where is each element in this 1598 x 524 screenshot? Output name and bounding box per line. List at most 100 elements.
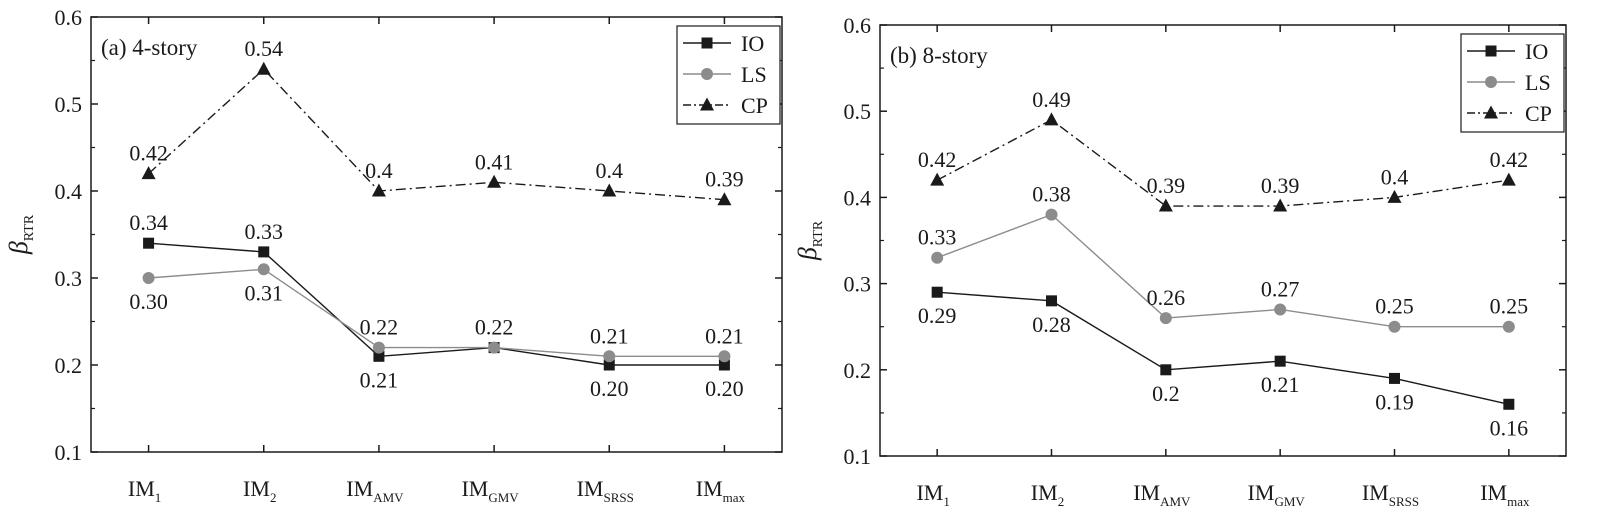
panel-label: (a) 4-story	[101, 35, 198, 60]
x-tick-label: IMAMV	[346, 476, 404, 505]
data-point-ls	[1502, 320, 1515, 333]
legend-label-cp: CP	[741, 93, 768, 118]
x-tick-label-main: IM	[243, 476, 270, 501]
data-label: 0.21	[1261, 372, 1300, 397]
x-tick-label-main: IM	[128, 476, 155, 501]
series-line	[148, 68, 725, 201]
data-point-cp	[141, 166, 156, 180]
x-tick-label-sub: GMV	[1274, 494, 1305, 509]
data-label: 0.21	[360, 367, 399, 392]
data-label: 0.34	[129, 210, 168, 235]
data-label: 0.21	[705, 323, 744, 348]
data-label: 0.20	[590, 376, 629, 401]
data-point-io	[1046, 295, 1057, 307]
data-label: 0.25	[1375, 294, 1414, 319]
y-tick-label: 0.5	[55, 92, 83, 117]
data-point-cp	[1387, 189, 1402, 203]
data-point-cp	[1158, 198, 1173, 212]
x-tick-label-main: IM	[1362, 480, 1389, 505]
series-ls: 0.33 0.38 0.26 0.27 0.25 0.25	[918, 182, 1528, 333]
x-tick-label-main: IM	[1133, 480, 1160, 505]
data-label: 0.30	[129, 289, 168, 314]
data-point-cp	[602, 183, 617, 197]
data-label: 0.41	[475, 149, 514, 174]
x-tick-label-main: IM	[346, 476, 373, 501]
y-axis-label-sub: RTR	[811, 220, 826, 247]
data-point-cp	[930, 172, 945, 186]
y-tick-label: 0.2	[844, 358, 872, 383]
x-tick-label: IM2	[243, 476, 276, 505]
data-point-io	[143, 237, 155, 249]
data-point-cp	[1044, 112, 1059, 126]
data-label: 0.21	[590, 323, 629, 348]
x-tick-label: IM1	[916, 480, 949, 509]
data-point-ls	[372, 341, 385, 354]
y-axis-label-main: β	[4, 241, 33, 255]
series-ls: 0.30 0.31 0.22 0.22 0.21 0.21	[129, 263, 744, 363]
data-point-ls	[1159, 312, 1172, 325]
data-point-cp	[1273, 198, 1288, 212]
data-label: 0.28	[1032, 312, 1071, 337]
data-label: 0.20	[705, 376, 744, 401]
x-tick-label-sub: AMV	[1160, 494, 1191, 509]
y-tick-label: 0.4	[844, 185, 872, 210]
data-point-ls	[142, 272, 155, 284]
data-label: 0.54	[245, 36, 284, 61]
legend-label-cp: CP	[1525, 101, 1552, 126]
x-tick-label: IMAMV	[1133, 480, 1191, 509]
legend-label-io: IO	[741, 31, 764, 56]
data-point-ls	[257, 263, 270, 276]
data-label: 0.22	[360, 315, 399, 340]
data-label: 0.4	[596, 158, 624, 183]
data-point-io	[931, 286, 943, 298]
x-tick-label-main: IM	[1480, 480, 1507, 505]
data-point-ls	[1388, 320, 1401, 333]
legend: IO LS CP	[676, 25, 781, 125]
data-point-cp	[717, 192, 732, 206]
series-io: 0.34 0.33 0.21 0.20 0.20	[129, 210, 743, 401]
legend-marker-io	[701, 37, 713, 49]
data-point-io	[1274, 355, 1286, 367]
data-point-io	[1389, 372, 1400, 384]
x-tick-label-sub: SRSS	[1389, 494, 1419, 509]
data-label: 0.19	[1375, 389, 1414, 414]
x-tick-label-main: IM	[916, 480, 943, 505]
x-tick-label-main: IM	[461, 476, 488, 501]
x-tick-label-sub: SRSS	[604, 490, 634, 505]
y-tick-label: 0.3	[844, 272, 872, 297]
x-tick-label-sub: 1	[155, 490, 162, 505]
y-tick-label: 0.5	[844, 99, 872, 124]
series-line	[937, 291, 1509, 405]
legend-marker-ls	[1485, 76, 1497, 88]
x-tick-label: IMmax	[1480, 480, 1530, 509]
data-label: 0.49	[1032, 87, 1071, 112]
data-point-ls	[718, 350, 731, 363]
data-label: 0.39	[705, 167, 744, 192]
data-point-cp	[256, 61, 271, 75]
legend-label-ls: LS	[741, 62, 767, 87]
x-tick-label: IM2	[1031, 480, 1064, 509]
legend: IO LS CP	[1460, 33, 1565, 133]
data-label: 0.33	[245, 219, 284, 244]
x-tick-label: IMSRSS	[577, 476, 634, 505]
data-point-cp	[1501, 172, 1516, 186]
y-axis-label: βRTR	[793, 220, 826, 261]
x-tick-label-sub: 1	[943, 494, 950, 509]
x-tick-label-sub: 2	[1058, 494, 1065, 509]
x-tick-label: IM1	[128, 476, 161, 505]
data-label: 0.29	[918, 303, 957, 328]
y-tick-label: 0.2	[55, 353, 83, 378]
legend-marker-io	[1485, 45, 1497, 57]
data-label: 0.42	[918, 147, 957, 172]
y-axis-label-main: β	[793, 247, 822, 261]
x-tick-label-main: IM	[1031, 480, 1058, 505]
data-point-io	[258, 246, 270, 258]
x-tick-label-sub: GMV	[488, 490, 519, 505]
legend-marker-cp	[700, 97, 714, 111]
x-tick-label-main: IM	[577, 476, 604, 501]
series-line	[148, 242, 725, 366]
x-tick-label-sub: 2	[270, 490, 277, 505]
x-tick-label: IMmax	[696, 476, 746, 505]
